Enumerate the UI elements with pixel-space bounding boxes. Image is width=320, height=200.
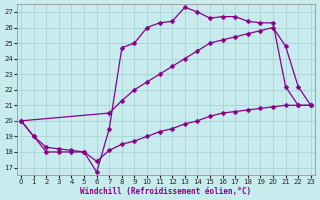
X-axis label: Windchill (Refroidissement éolien,°C): Windchill (Refroidissement éolien,°C) [80,187,252,196]
